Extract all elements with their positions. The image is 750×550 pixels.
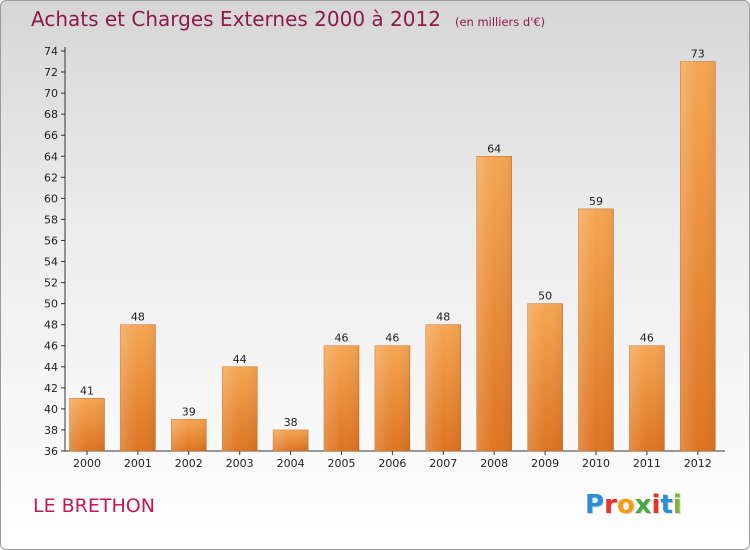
- bar-shade: [476, 156, 512, 451]
- y-tick-label: 72: [44, 66, 58, 79]
- brand-letter: x: [634, 490, 652, 520]
- bar-shade: [120, 324, 156, 451]
- x-tick-label: 2005: [328, 457, 356, 470]
- y-tick-label: 40: [44, 403, 58, 416]
- brand-letter: i: [672, 490, 682, 520]
- bar-shade: [324, 345, 359, 451]
- data-label: 39: [182, 405, 196, 418]
- data-label: 44: [233, 353, 247, 366]
- y-tick-label: 62: [44, 171, 58, 184]
- x-tick-label: 2012: [684, 457, 712, 470]
- y-tick-label: 52: [44, 277, 58, 290]
- chart-title: Achats et Charges Externes 2000 à 2012 (e…: [31, 7, 545, 31]
- y-tick-label: 50: [44, 298, 58, 311]
- x-tick-label: 2010: [582, 457, 610, 470]
- x-tick-label: 2009: [531, 457, 559, 470]
- x-tick-label: 2007: [429, 457, 457, 470]
- bar-shade: [680, 61, 716, 452]
- brand-letter: P: [585, 490, 605, 520]
- x-tick-label: 2008: [480, 457, 508, 470]
- brand-logo: Proxiti: [585, 490, 682, 520]
- y-tick-label: 64: [44, 150, 58, 163]
- bar-shade: [527, 303, 563, 451]
- location-label: LE BRETHON: [33, 495, 155, 517]
- y-tick-label: 66: [44, 129, 58, 142]
- x-tick-label: 2004: [277, 457, 305, 470]
- data-label: 41: [80, 384, 94, 397]
- brand-letter: i: [651, 490, 661, 520]
- bars-group: [69, 61, 716, 452]
- x-tick-label: 2011: [633, 457, 661, 470]
- data-label: 46: [385, 332, 399, 345]
- bar-shade: [222, 366, 258, 451]
- x-tick-label: 2001: [124, 457, 152, 470]
- data-label: 48: [131, 311, 145, 324]
- bar-shade: [629, 345, 665, 451]
- x-tick-label: 2003: [226, 457, 254, 470]
- y-tick-label: 70: [44, 87, 58, 100]
- y-tick-label: 44: [44, 361, 58, 374]
- brand-letter: o: [616, 490, 635, 520]
- data-labels-group: 41 48 39 44 38 46 46 48 64 50 59 46 73: [80, 48, 705, 429]
- y-tick-label: 42: [44, 382, 58, 395]
- bar-shade: [273, 429, 309, 451]
- data-label: 46: [335, 332, 349, 345]
- data-label: 38: [284, 416, 298, 429]
- y-tick-label: 46: [44, 340, 58, 353]
- x-tick-label: 2006: [378, 457, 406, 470]
- brand-letter: t: [660, 490, 673, 520]
- data-label: 46: [640, 332, 654, 345]
- y-tick-label: 54: [44, 256, 58, 269]
- title-unit: (en milliers d'€): [454, 15, 546, 29]
- data-label: 64: [487, 142, 501, 155]
- bar-shade: [171, 419, 207, 451]
- data-label: 48: [436, 311, 450, 324]
- data-label: 73: [691, 48, 705, 61]
- x-tick-label: 2000: [73, 457, 101, 470]
- y-tick-label: 68: [44, 108, 58, 121]
- x-tick-label: 2002: [175, 457, 203, 470]
- y-tick-label: 38: [44, 424, 58, 437]
- y-tick-label: 74: [44, 45, 58, 58]
- x-axis: 2000 2001 2002 2003 2004 2005 2006 2007 2008 2009…: [65, 450, 725, 470]
- bar-shade: [578, 208, 614, 451]
- y-tick-label: 36: [44, 445, 58, 458]
- bar-shade: [374, 345, 410, 451]
- bar-shade: [425, 324, 461, 451]
- y-axis: 36 38 40 42 44 46 48 50 52 54 56 58 60 62 64 66 68 70 72 74: [44, 45, 66, 458]
- brand-letter: r: [604, 490, 617, 520]
- y-tick-label: 48: [44, 319, 58, 332]
- y-tick-label: 58: [44, 213, 58, 226]
- data-label: 50: [538, 290, 552, 303]
- title-text: Achats et Charges Externes 2000 à 2012: [31, 7, 441, 31]
- bar-shade: [69, 398, 105, 451]
- y-tick-label: 60: [44, 192, 58, 205]
- data-label: 59: [589, 195, 603, 208]
- y-tick-label: 56: [44, 234, 58, 247]
